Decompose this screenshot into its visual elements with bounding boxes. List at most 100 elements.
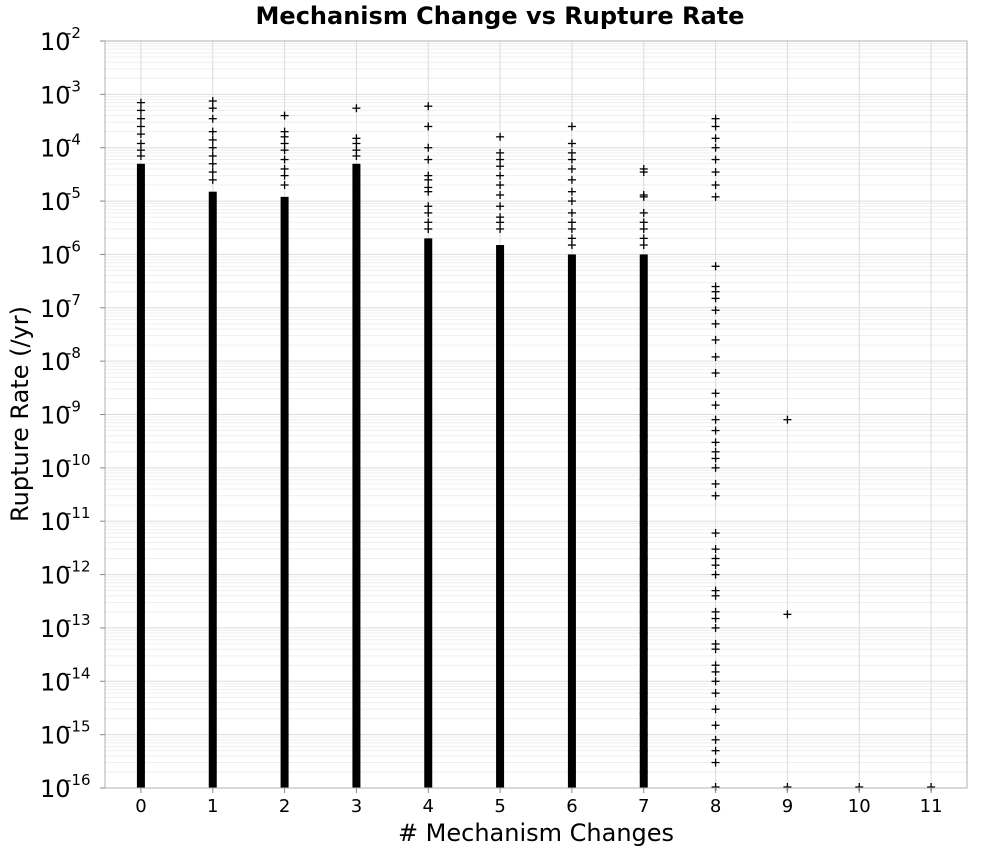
dense-column-x4 bbox=[424, 238, 433, 789]
data-point bbox=[711, 623, 720, 632]
data-point bbox=[496, 162, 505, 171]
data-point bbox=[639, 168, 648, 177]
dense-column-x0 bbox=[136, 163, 145, 789]
data-point bbox=[639, 629, 648, 638]
data-point bbox=[711, 705, 720, 714]
data-point bbox=[424, 102, 433, 111]
y-tick-label: 10-8 bbox=[40, 344, 81, 376]
y-tick-exponent: -10 bbox=[66, 451, 91, 469]
data-point bbox=[208, 159, 217, 168]
x-tick-label: 3 bbox=[351, 796, 362, 817]
data-point bbox=[136, 114, 145, 123]
data-point bbox=[639, 192, 648, 201]
data-point bbox=[280, 146, 289, 155]
data-point bbox=[639, 570, 648, 579]
data-point bbox=[711, 143, 720, 152]
data-point bbox=[136, 98, 145, 107]
data-point bbox=[711, 667, 720, 676]
data-point bbox=[567, 767, 576, 776]
data-point bbox=[711, 389, 720, 398]
data-point bbox=[639, 586, 648, 595]
x-tick-label: 1 bbox=[207, 796, 218, 817]
data-point bbox=[424, 187, 433, 196]
x-tick-label: 8 bbox=[710, 796, 721, 817]
data-point bbox=[567, 705, 576, 714]
x-axis-ticks: 0 1 2 3 4 5 6 7 8 9 10 11 bbox=[135, 788, 943, 817]
data-point bbox=[711, 401, 720, 410]
data-point bbox=[711, 262, 720, 271]
data-point bbox=[208, 143, 217, 152]
data-point bbox=[711, 721, 720, 730]
y-tick-exponent: -4 bbox=[66, 131, 81, 149]
y-tick-label: 10-5 bbox=[40, 184, 81, 216]
data-point bbox=[639, 689, 648, 698]
data-point bbox=[567, 175, 576, 184]
data-point bbox=[567, 164, 576, 173]
dense-column-x2 bbox=[280, 196, 289, 788]
data-point bbox=[424, 175, 433, 184]
data-point bbox=[711, 677, 720, 686]
data-point bbox=[639, 208, 648, 217]
y-tick-base: 10 bbox=[40, 28, 71, 56]
y-tick-exponent: -8 bbox=[66, 344, 81, 362]
data-point bbox=[711, 168, 720, 177]
data-point bbox=[208, 114, 217, 123]
data-point bbox=[639, 431, 648, 440]
data-point bbox=[711, 491, 720, 500]
data-point bbox=[711, 570, 720, 579]
y-tick-label: 10-11 bbox=[40, 504, 91, 536]
data-point bbox=[424, 208, 433, 217]
y-tick-label: 10-3 bbox=[40, 77, 81, 109]
x-tick-label: 7 bbox=[638, 796, 649, 817]
data-point bbox=[711, 746, 720, 755]
x-tick-label: 2 bbox=[279, 796, 290, 817]
y-tick-exponent: -2 bbox=[66, 24, 81, 42]
data-point bbox=[711, 181, 720, 190]
data-point bbox=[711, 294, 720, 303]
y-tick-exponent: -15 bbox=[66, 718, 91, 736]
y-tick-base: 10 bbox=[40, 562, 71, 590]
data-point bbox=[639, 538, 648, 547]
y-tick-base: 10 bbox=[40, 668, 71, 696]
y-tick-label: 10-7 bbox=[40, 291, 81, 323]
data-point bbox=[639, 241, 648, 250]
data-point bbox=[639, 746, 648, 755]
data-point bbox=[424, 155, 433, 164]
data-point bbox=[711, 155, 720, 164]
data-point bbox=[567, 241, 576, 250]
data-points bbox=[136, 97, 936, 791]
data-point bbox=[639, 385, 648, 394]
data-point bbox=[639, 491, 648, 500]
y-tick-base: 10 bbox=[40, 615, 71, 643]
y-tick-exponent: -9 bbox=[66, 398, 81, 416]
data-point bbox=[280, 155, 289, 164]
data-point bbox=[496, 171, 505, 180]
y-axis-label: Rupture Rate (/yr) bbox=[6, 306, 34, 522]
y-tick-exponent: -12 bbox=[66, 558, 91, 576]
chart-title: Mechanism Change vs Rupture Rate bbox=[256, 2, 745, 30]
y-tick-exponent: -16 bbox=[66, 771, 91, 789]
data-point bbox=[496, 190, 505, 199]
data-point bbox=[639, 645, 648, 654]
data-point bbox=[711, 368, 720, 377]
data-point bbox=[639, 475, 648, 484]
data-point bbox=[711, 415, 720, 424]
data-point bbox=[208, 97, 217, 106]
data-point bbox=[352, 151, 361, 160]
data-point bbox=[639, 767, 648, 776]
y-tick-base: 10 bbox=[40, 455, 71, 483]
x-tick-label: 11 bbox=[920, 796, 943, 817]
data-point bbox=[208, 175, 217, 184]
data-point bbox=[711, 645, 720, 654]
x-tick-label: 0 bbox=[135, 796, 146, 817]
data-point bbox=[208, 168, 217, 177]
y-tick-base: 10 bbox=[40, 348, 71, 376]
data-point bbox=[639, 224, 648, 233]
data-point bbox=[639, 447, 648, 456]
data-point bbox=[424, 143, 433, 152]
dense-column-x5 bbox=[496, 245, 505, 789]
data-point bbox=[208, 104, 217, 113]
data-point bbox=[567, 122, 576, 131]
data-point bbox=[711, 319, 720, 328]
data-point bbox=[639, 607, 648, 616]
